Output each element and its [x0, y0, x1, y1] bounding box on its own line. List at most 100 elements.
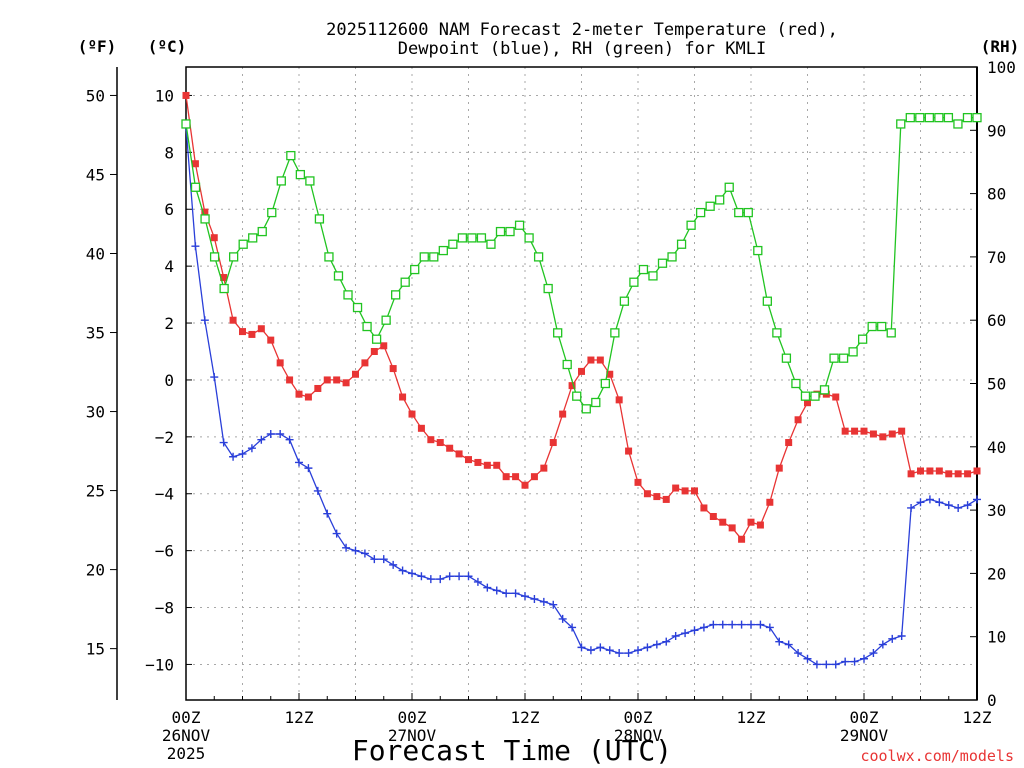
dewpoint-point: [841, 657, 850, 666]
rh-tick-label: 0: [987, 691, 997, 710]
rh-tick-label: 100: [987, 58, 1016, 77]
rh-tick-label: 30: [987, 501, 1006, 520]
dewpoint-point: [455, 572, 464, 581]
rh-point: [343, 290, 353, 300]
rh-point: [934, 112, 944, 123]
dewpoint-point: [502, 589, 511, 598]
rh-point: [705, 201, 715, 211]
rh-point: [905, 112, 915, 123]
temperature-point: [869, 430, 877, 438]
temperature-point: [804, 399, 811, 407]
temperature-point: [719, 518, 727, 526]
temperature-point: [427, 436, 435, 444]
celsius-tick-label: −2: [155, 428, 174, 447]
temperature-point: [559, 410, 567, 418]
temperature-point: [436, 439, 444, 447]
rh-point: [200, 214, 210, 224]
temperature-point: [323, 376, 331, 384]
rh-point: [638, 264, 649, 275]
rh-point: [286, 150, 296, 161]
rh-point: [972, 112, 982, 123]
temperature-point: [399, 393, 407, 401]
rh-point: [324, 252, 334, 262]
temperature-point: [653, 493, 661, 501]
dewpoint-point: [812, 660, 821, 669]
rh-point: [734, 207, 744, 218]
rh-point: [219, 283, 229, 294]
temperature-point: [342, 379, 350, 387]
temperature-point: [832, 393, 840, 401]
rh-point: [896, 119, 906, 129]
credit-text: coolwx.com/models: [860, 747, 1014, 765]
fahrenheit-tick-label: 45: [86, 165, 105, 184]
rh-point: [267, 207, 277, 218]
rh-point: [419, 252, 429, 262]
temperature-point: [860, 427, 868, 435]
temperature-point: [295, 390, 303, 398]
rh-point: [495, 226, 506, 237]
dewpoint-point: [756, 620, 765, 629]
dewpoint-point: [473, 577, 482, 586]
dewpoint-point: [389, 560, 398, 569]
dewpoint-point: [436, 575, 445, 584]
x-tick-label: 00Z: [850, 708, 879, 727]
dewpoint-point: [257, 435, 266, 444]
temperature-point: [267, 336, 275, 344]
dewpoint-point: [511, 589, 520, 598]
temperature-point: [483, 461, 491, 469]
rh-point: [753, 245, 763, 256]
dewpoint-point: [643, 643, 652, 652]
rh-tick-label: 50: [987, 375, 1006, 394]
dewpoint-point: [539, 597, 548, 606]
temperature-point: [276, 359, 284, 367]
temperature-point: [389, 365, 397, 373]
dewpoint-point: [925, 495, 934, 504]
temperature-point: [530, 473, 538, 481]
temperature-point: [220, 274, 228, 282]
dewpoint-point: [775, 637, 784, 646]
dewpoint-point: [803, 654, 812, 663]
rh-point: [810, 391, 820, 401]
dewpoint-point: [549, 600, 558, 609]
temperature-point: [606, 370, 614, 378]
rh-point: [448, 239, 458, 249]
fahrenheit-tick-label: 40: [86, 245, 105, 264]
rh-point: [362, 321, 372, 332]
fahrenheit-tick-label: 50: [86, 86, 105, 105]
axes: −10−8−6−4−202468101520253035404550010203…: [86, 58, 1016, 763]
temperature-point: [615, 396, 623, 404]
dewpoint-point: [426, 575, 435, 584]
dewpoint-point: [765, 623, 774, 632]
temperature-point: [907, 470, 915, 478]
dewpoint-point: [907, 503, 916, 512]
temperature-point: [747, 518, 755, 526]
dewpoint-point: [417, 572, 426, 581]
chart-title-line1: 2025112600 NAM Forecast 2-meter Temperat…: [326, 20, 838, 40]
rh-unit-label: (RH): [981, 37, 1020, 56]
temperature-point: [304, 393, 312, 401]
rh-point: [915, 112, 925, 123]
dewpoint-point: [332, 529, 341, 538]
temperature-point: [191, 160, 199, 168]
dewpoint-point: [822, 660, 831, 669]
celsius-tick-label: −6: [155, 542, 174, 561]
rh-point: [543, 283, 553, 294]
dewpoint-point: [483, 583, 492, 592]
temperature-point: [841, 427, 849, 435]
rh-point: [333, 271, 344, 281]
x-year-label: 2025: [167, 744, 206, 763]
rh-point: [591, 397, 601, 408]
series-dewpoint: [182, 122, 981, 669]
fahrenheit-tick-label: 25: [86, 482, 105, 501]
temperature-point: [794, 416, 802, 424]
celsius-tick-label: 10: [155, 86, 174, 105]
temperature-point: [672, 484, 680, 492]
rh-point: [610, 328, 620, 338]
temperature-point: [502, 473, 510, 481]
rh-point: [514, 220, 525, 230]
temperature-point: [964, 470, 972, 478]
rh-point: [276, 176, 286, 186]
temperature-point: [417, 424, 425, 432]
rh-point: [791, 378, 801, 389]
rh-point: [505, 226, 515, 237]
